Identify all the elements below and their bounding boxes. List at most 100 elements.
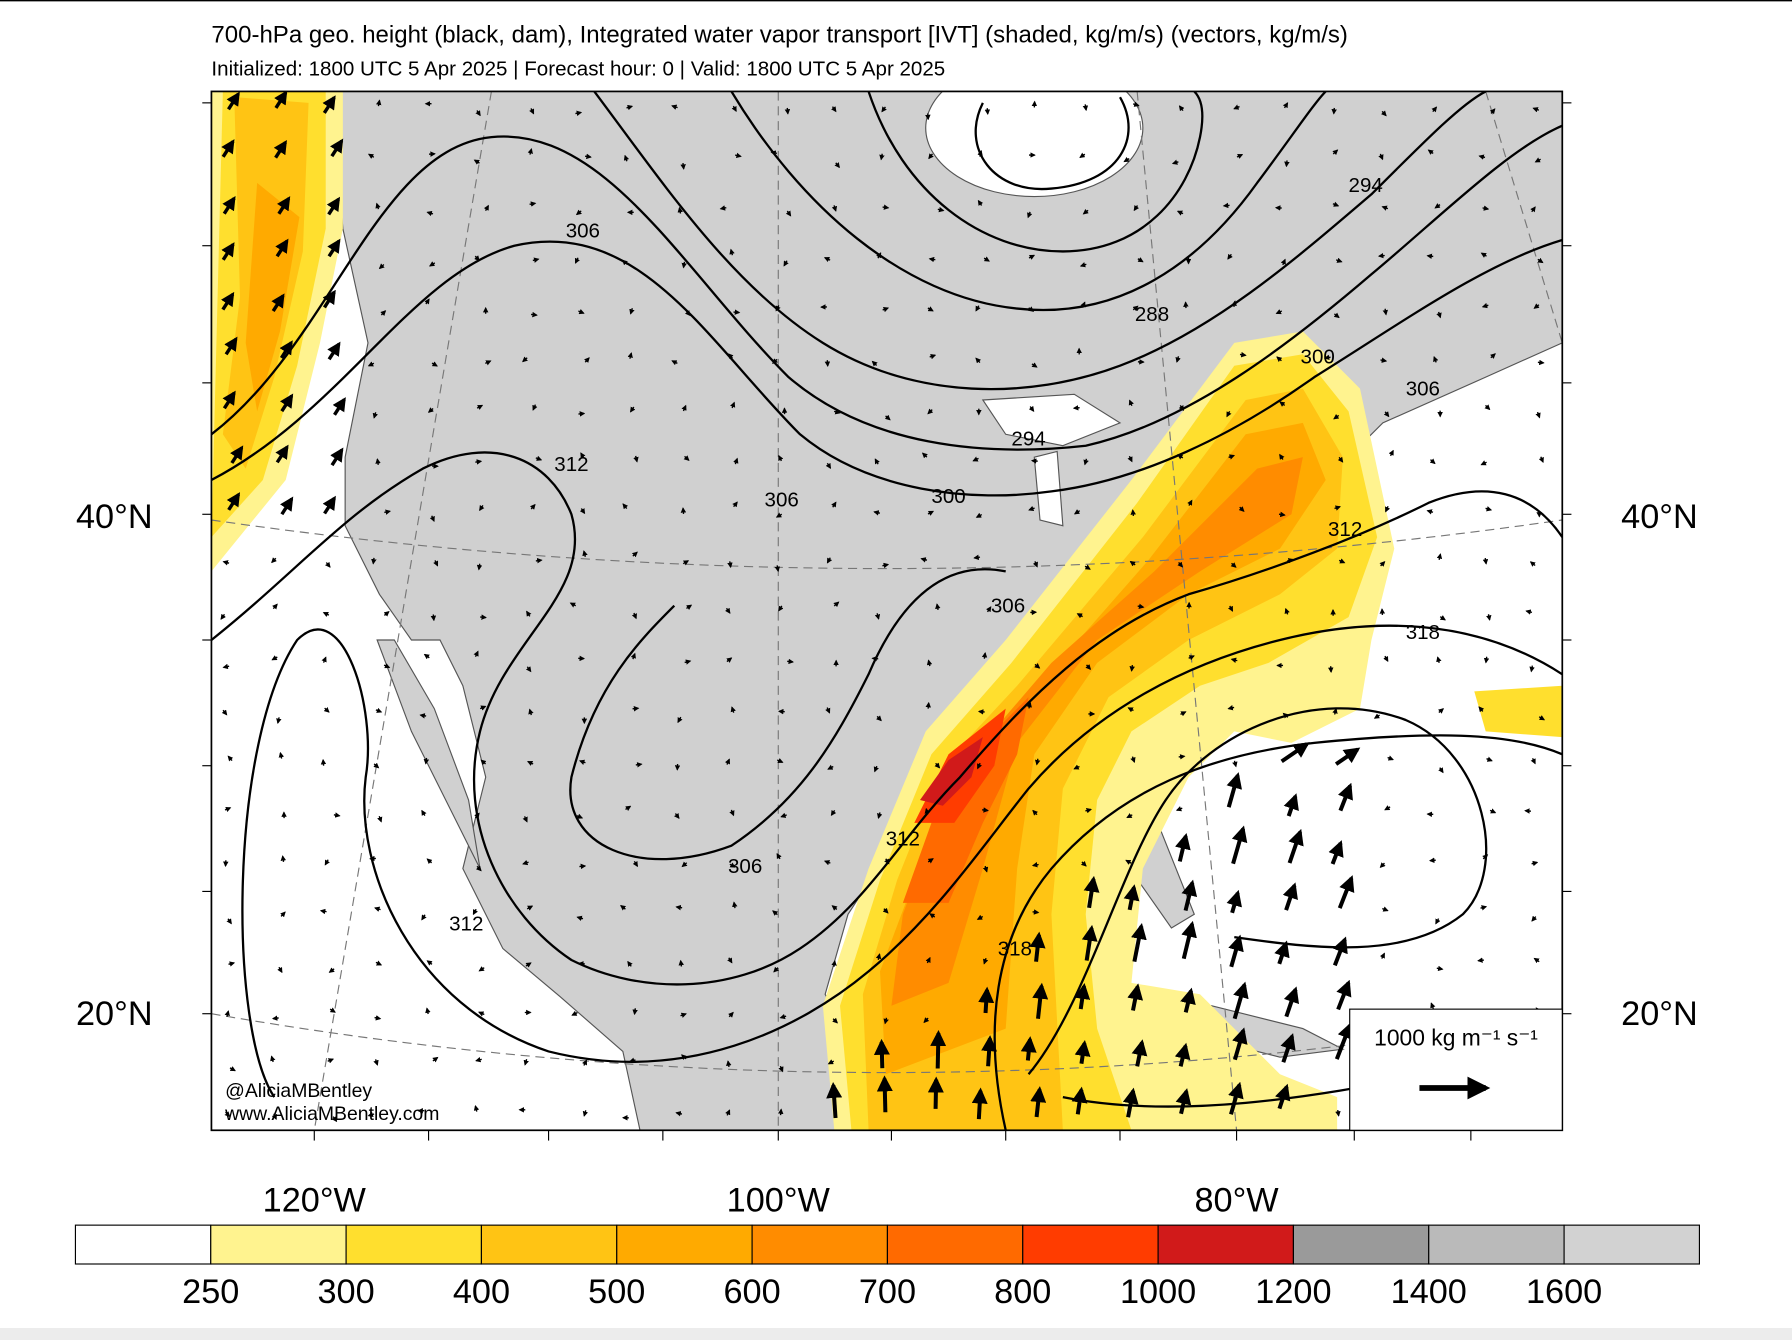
vector (1132, 305, 1139, 312)
vector (1382, 308, 1389, 316)
vector (1381, 205, 1389, 211)
vector (1431, 106, 1438, 113)
vector (1032, 982, 1049, 1019)
vector (375, 458, 381, 465)
vector (478, 966, 485, 972)
vector (473, 650, 479, 658)
vector (221, 291, 235, 311)
vector (724, 758, 731, 765)
vector (480, 614, 487, 620)
vector (780, 812, 787, 818)
vector (629, 308, 635, 315)
vector (1438, 767, 1444, 774)
vector (479, 505, 485, 512)
vector (1073, 764, 1080, 770)
vector (475, 865, 482, 872)
vector (1130, 509, 1136, 516)
vector (825, 707, 831, 714)
vector (575, 110, 583, 117)
vector (882, 907, 889, 914)
vector (727, 561, 733, 569)
colorbar-label: 1000 (1120, 1273, 1196, 1311)
vector (1486, 756, 1493, 762)
vector (873, 510, 881, 516)
contour-label: 300 (931, 485, 965, 508)
vector (680, 162, 686, 170)
vector (1129, 664, 1135, 672)
vector (831, 501, 837, 508)
vector (525, 962, 532, 968)
vector (1429, 458, 1436, 465)
vector (928, 153, 934, 160)
vector (277, 196, 291, 215)
vector (935, 603, 941, 611)
vector (882, 562, 890, 569)
vector (226, 492, 241, 511)
vector (272, 603, 278, 610)
vector (327, 1058, 335, 1064)
vector (576, 915, 584, 921)
vector (419, 713, 427, 719)
vector (1430, 1002, 1436, 1009)
vector (426, 960, 433, 966)
vector (983, 957, 989, 965)
colorbar-box (886, 1224, 1024, 1265)
vector (474, 812, 480, 819)
vector (632, 705, 640, 712)
vector (279, 393, 294, 413)
vector (628, 1057, 636, 1063)
vector (329, 1007, 336, 1013)
vector (224, 1010, 230, 1017)
vector (1338, 558, 1346, 564)
lon-label: 100°W (727, 1181, 831, 1219)
vector (429, 515, 435, 523)
vector (681, 861, 688, 868)
vector (1434, 203, 1441, 209)
vector (675, 904, 683, 911)
map: 306 294 288 300 306 312 294 306 300 312 306 318 312 3… (211, 91, 1563, 1131)
vector (1177, 454, 1184, 460)
vector (1387, 755, 1394, 761)
colorbar-box (345, 1224, 483, 1265)
vector (1435, 918, 1441, 925)
vector (729, 809, 735, 817)
vector (280, 911, 286, 918)
vector (730, 706, 736, 713)
vector (473, 1104, 480, 1112)
vector (873, 765, 879, 773)
vector (772, 910, 779, 916)
vector (1537, 257, 1544, 264)
vector (227, 755, 234, 762)
colorbar-box (1157, 1224, 1294, 1265)
vector (1231, 300, 1237, 308)
contour-label: 288 (1135, 303, 1169, 326)
vector (475, 110, 481, 117)
vector (373, 1059, 379, 1066)
vector (1485, 506, 1493, 512)
vector (1530, 206, 1536, 213)
vector (1333, 413, 1340, 420)
vector (775, 305, 781, 312)
vector (535, 455, 543, 461)
vector (719, 205, 727, 211)
vector (823, 860, 831, 866)
vector (680, 507, 687, 515)
vector (1123, 156, 1130, 163)
vector (373, 762, 380, 769)
vector (222, 390, 236, 410)
vector (1478, 154, 1486, 160)
vector (1187, 499, 1193, 506)
vector (1137, 257, 1144, 263)
vector (1426, 509, 1434, 515)
vector (1181, 920, 1197, 960)
vector (1032, 909, 1040, 915)
frame-ticks (202, 102, 1572, 1141)
vector (1535, 411, 1541, 419)
vector (526, 610, 532, 617)
vector (732, 901, 738, 909)
vector (1176, 210, 1184, 216)
vector (1531, 860, 1539, 867)
vector (1226, 410, 1232, 418)
vector (773, 966, 780, 973)
vector (784, 107, 791, 115)
